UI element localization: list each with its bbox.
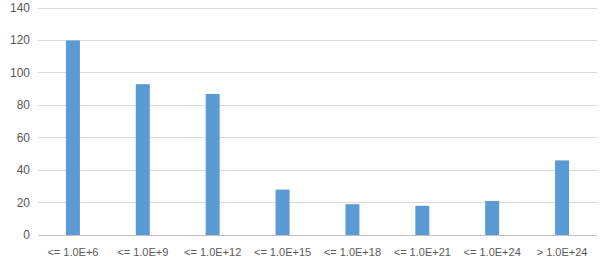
y-tick-label: 80 — [17, 98, 31, 112]
grid-line — [38, 40, 597, 41]
grid-line — [38, 72, 597, 73]
bar — [276, 190, 290, 235]
x-tick-label: <= 1.0E+18 — [324, 246, 381, 258]
y-tick-label: 140 — [10, 1, 30, 15]
y-tick-label: 40 — [17, 163, 31, 177]
x-tick-label: <= 1.0E+21 — [394, 246, 451, 258]
bar — [345, 204, 359, 235]
bar — [66, 40, 80, 235]
y-tick-label: 120 — [10, 33, 30, 47]
chart: 0 20 40 60 80 100 120 140 <= 1.0E+6 <= 1.0E+9 <= 1… — [0, 0, 600, 266]
x-tick-label: <= 1.0E+6 — [47, 246, 98, 258]
grid-line — [38, 8, 597, 9]
grid-line — [38, 137, 597, 138]
bar — [555, 160, 569, 235]
x-tick-label: <= 1.0E+24 — [464, 246, 521, 258]
grid-line — [38, 202, 597, 203]
y-tick-label: 60 — [17, 131, 31, 145]
y-tick-label: 20 — [17, 196, 31, 210]
bar — [415, 206, 429, 235]
x-tick-label: <= 1.0E+9 — [117, 246, 168, 258]
grid-line — [38, 235, 597, 236]
x-tick-label: <= 1.0E+12 — [184, 246, 241, 258]
bar — [206, 94, 220, 235]
bar — [485, 201, 499, 235]
bar — [136, 84, 150, 235]
y-tick-label: 0 — [23, 228, 30, 242]
y-tick-label: 100 — [10, 66, 30, 80]
grid-line — [38, 105, 597, 106]
x-tick-label: <= 1.0E+15 — [254, 246, 311, 258]
grid-line — [38, 170, 597, 171]
bars — [66, 40, 569, 235]
x-tick-label: > 1.0E+24 — [537, 246, 588, 258]
